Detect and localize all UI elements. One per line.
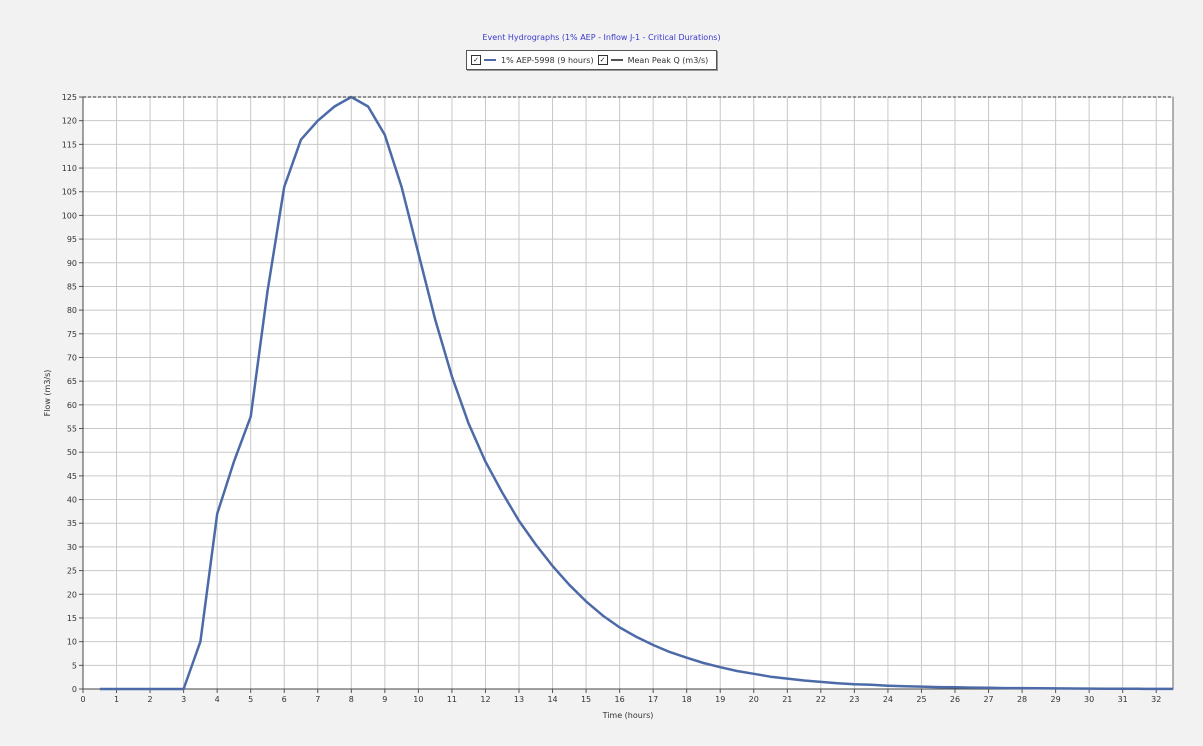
y-tick-label: 85 — [67, 282, 77, 291]
x-tick-label: 30 — [1084, 695, 1094, 704]
series-layer — [83, 95, 1173, 691]
hydrograph-line — [99, 95, 1173, 691]
y-tick-label: 20 — [67, 590, 77, 599]
x-tick-label: 7 — [315, 695, 320, 704]
y-tick-label: 0 — [72, 685, 77, 694]
legend-item-series[interactable]: ✓ 1% AEP-5998 (9 hours) — [471, 55, 594, 65]
legend-checkbox-mean-peak[interactable]: ✓ — [597, 55, 608, 65]
x-tick-label: 23 — [849, 695, 859, 704]
x-tick-label: 19 — [715, 695, 725, 704]
y-tick-label: 15 — [67, 614, 77, 623]
x-tick-label: 18 — [682, 695, 692, 704]
x-tick-label: 22 — [816, 695, 826, 704]
legend-item-mean-peak[interactable]: ✓ Mean Peak Q (m3/s) — [597, 55, 709, 65]
x-tick-label: 15 — [581, 695, 591, 704]
y-tick-label: 5 — [72, 661, 77, 670]
y-tick-label: 60 — [67, 401, 77, 410]
x-axis-title: Time (hours) — [602, 711, 654, 720]
y-tick-label: 50 — [67, 448, 77, 457]
x-tick-label: 10 — [413, 695, 423, 704]
y-tick-label: 80 — [67, 306, 77, 315]
x-tick-label: 8 — [349, 695, 354, 704]
x-tick-label: 32 — [1151, 695, 1161, 704]
x-tick-label: 28 — [1017, 695, 1027, 704]
chart-title: Event Hydrographs (1% AEP - Inflow J-1 -… — [482, 33, 721, 42]
legend-checkbox-series[interactable]: ✓ — [471, 55, 481, 65]
x-tick-label: 11 — [447, 695, 457, 704]
y-tick-label: 10 — [67, 638, 77, 647]
y-tick-label: 40 — [67, 496, 77, 505]
legend-swatch-dashed — [610, 59, 623, 61]
y-tick-label: 45 — [67, 472, 77, 481]
x-tick-label: 14 — [547, 695, 557, 704]
x-tick-label: 21 — [782, 695, 792, 704]
x-tick-label: 17 — [648, 695, 658, 704]
x-tick-label: 3 — [181, 695, 186, 704]
y-tick-label: 125 — [62, 93, 77, 102]
y-tick-label: 55 — [67, 425, 77, 434]
x-tick-label: 0 — [80, 695, 85, 704]
x-tick-label: 31 — [1118, 695, 1128, 704]
legend-label-mean-peak: Mean Peak Q (m3/s) — [627, 55, 709, 65]
legend-label-series: 1% AEP-5998 (9 hours) — [501, 55, 594, 65]
x-tick-label: 2 — [148, 695, 153, 704]
x-tick-label: 4 — [215, 695, 220, 704]
y-tick-label: 115 — [62, 140, 77, 149]
x-tick-label: 6 — [282, 695, 287, 704]
y-tick-label: 90 — [67, 259, 77, 268]
y-tick-label: 110 — [62, 164, 77, 173]
x-tick-label: 20 — [749, 695, 759, 704]
y-axis-title: Flow (m3/s) — [43, 370, 52, 417]
x-tick-label: 5 — [248, 695, 253, 704]
x-tick-label: 25 — [916, 695, 926, 704]
y-tick-label: 105 — [62, 188, 77, 197]
y-tick-label: 120 — [62, 117, 77, 126]
y-tick-label: 75 — [67, 330, 77, 339]
legend-swatch-solid — [484, 59, 496, 61]
x-tick-label: 27 — [983, 695, 993, 704]
x-tick-label: 1 — [114, 695, 119, 704]
y-tick-label: 35 — [67, 519, 77, 528]
chart-legend: ✓ 1% AEP-5998 (9 hours) ✓ Mean Peak Q (m… — [466, 50, 718, 70]
x-tick-label: 26 — [950, 695, 960, 704]
plot-background — [82, 96, 1174, 690]
x-tick-label: 16 — [615, 695, 625, 704]
y-tick-label: 65 — [67, 377, 77, 386]
y-tick-label: 70 — [67, 353, 77, 362]
x-tick-label: 29 — [1051, 695, 1061, 704]
y-tick-label: 30 — [67, 543, 77, 552]
x-tick-label: 12 — [480, 695, 490, 704]
x-tick-label: 9 — [382, 695, 387, 704]
y-tick-label: 95 — [67, 235, 77, 244]
x-tick-label: 24 — [883, 695, 893, 704]
x-tick-label: 13 — [514, 695, 524, 704]
y-tick-label: 100 — [62, 211, 77, 220]
grid-layer — [82, 96, 1173, 690]
y-tick-label: 25 — [67, 567, 77, 576]
